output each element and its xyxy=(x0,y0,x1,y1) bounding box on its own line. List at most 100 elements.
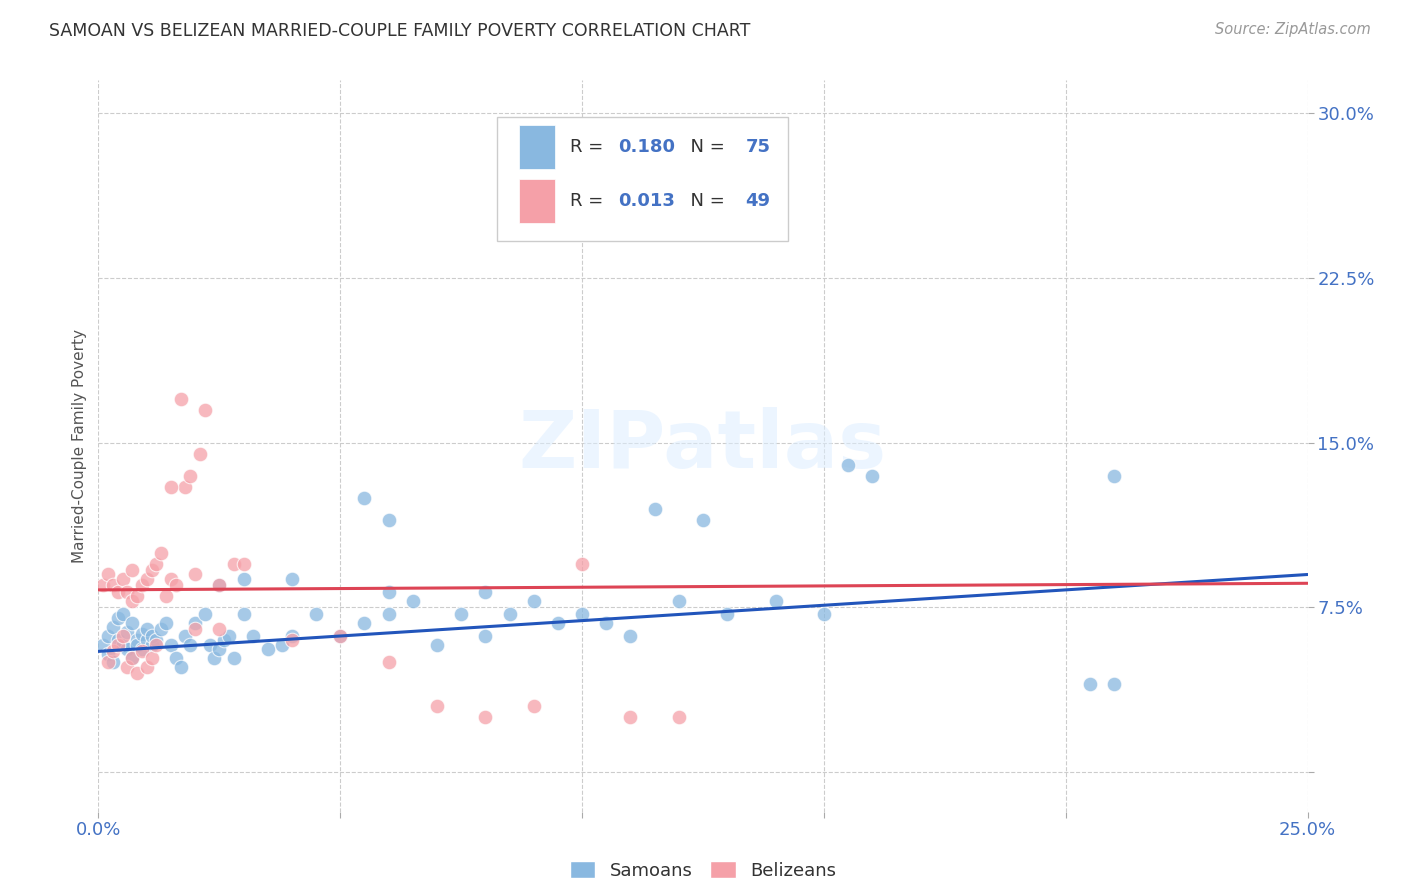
Text: R =: R = xyxy=(569,138,609,156)
Point xyxy=(208,578,231,592)
Point xyxy=(179,638,201,652)
Point xyxy=(232,607,254,621)
Point xyxy=(474,710,496,724)
Point xyxy=(184,567,207,582)
Point xyxy=(145,633,167,648)
Point xyxy=(353,491,375,505)
Point xyxy=(97,629,120,643)
Point xyxy=(188,447,211,461)
Point xyxy=(111,607,134,621)
Point xyxy=(107,638,129,652)
Text: N =: N = xyxy=(679,138,730,156)
Point xyxy=(668,710,690,724)
Point xyxy=(101,620,124,634)
Point xyxy=(160,572,183,586)
Point xyxy=(765,594,787,608)
Point xyxy=(169,392,191,406)
Point xyxy=(474,629,496,643)
Point xyxy=(474,585,496,599)
Point xyxy=(97,567,120,582)
Point xyxy=(837,458,859,472)
FancyBboxPatch shape xyxy=(498,117,787,241)
Point xyxy=(571,607,593,621)
Text: 49: 49 xyxy=(745,192,770,210)
Point xyxy=(232,572,254,586)
FancyBboxPatch shape xyxy=(519,178,555,222)
Point xyxy=(619,710,641,724)
Point xyxy=(740,172,762,186)
Point xyxy=(127,638,149,652)
Point xyxy=(141,563,163,577)
Point xyxy=(222,557,245,571)
Point xyxy=(329,629,352,643)
Text: 75: 75 xyxy=(745,138,770,156)
Y-axis label: Married-Couple Family Poverty: Married-Couple Family Poverty xyxy=(72,329,87,563)
Point xyxy=(218,629,240,643)
Point xyxy=(1102,468,1125,483)
Point xyxy=(117,642,139,657)
Legend: Samoans, Belizeans: Samoans, Belizeans xyxy=(562,854,844,887)
Point xyxy=(121,651,143,665)
Point xyxy=(595,615,617,630)
Point xyxy=(121,615,143,630)
Point xyxy=(194,402,217,417)
Point xyxy=(107,633,129,648)
Point xyxy=(141,651,163,665)
Point xyxy=(141,629,163,643)
FancyBboxPatch shape xyxy=(519,125,555,169)
Point xyxy=(377,512,399,526)
Point xyxy=(165,578,187,592)
Point xyxy=(117,585,139,599)
Point xyxy=(150,545,173,559)
Point xyxy=(91,578,114,592)
Point xyxy=(212,633,235,648)
Point xyxy=(281,629,304,643)
Point xyxy=(523,594,546,608)
Point xyxy=(860,468,883,483)
Point xyxy=(377,585,399,599)
Point xyxy=(145,557,167,571)
Point xyxy=(281,572,304,586)
Point xyxy=(127,666,149,681)
Point xyxy=(101,656,124,670)
Point xyxy=(160,480,183,494)
Point xyxy=(426,638,449,652)
Point xyxy=(121,594,143,608)
Point xyxy=(169,659,191,673)
Point xyxy=(135,633,157,648)
Point xyxy=(117,659,139,673)
Point xyxy=(165,651,187,665)
Point xyxy=(121,651,143,665)
Point xyxy=(523,699,546,714)
Point xyxy=(377,656,399,670)
Point xyxy=(208,642,231,657)
Point xyxy=(135,572,157,586)
Point xyxy=(204,651,226,665)
Point xyxy=(194,607,217,621)
Point xyxy=(117,624,139,639)
Text: Source: ZipAtlas.com: Source: ZipAtlas.com xyxy=(1215,22,1371,37)
Point xyxy=(121,563,143,577)
Point xyxy=(619,629,641,643)
Point xyxy=(402,594,425,608)
Point xyxy=(155,590,177,604)
Point xyxy=(426,699,449,714)
Point xyxy=(281,633,304,648)
Point xyxy=(450,607,472,621)
Point xyxy=(208,578,231,592)
Point xyxy=(716,607,738,621)
Point xyxy=(813,607,835,621)
Point xyxy=(97,647,120,661)
Text: SAMOAN VS BELIZEAN MARRIED-COUPLE FAMILY POVERTY CORRELATION CHART: SAMOAN VS BELIZEAN MARRIED-COUPLE FAMILY… xyxy=(49,22,751,40)
Point xyxy=(107,611,129,625)
Point xyxy=(353,615,375,630)
Point xyxy=(101,578,124,592)
Point xyxy=(107,585,129,599)
Point xyxy=(111,638,134,652)
Point xyxy=(111,572,134,586)
Point xyxy=(145,638,167,652)
Text: 0.180: 0.180 xyxy=(619,138,675,156)
Point xyxy=(184,623,207,637)
Text: 0.013: 0.013 xyxy=(619,192,675,210)
Point xyxy=(222,651,245,665)
